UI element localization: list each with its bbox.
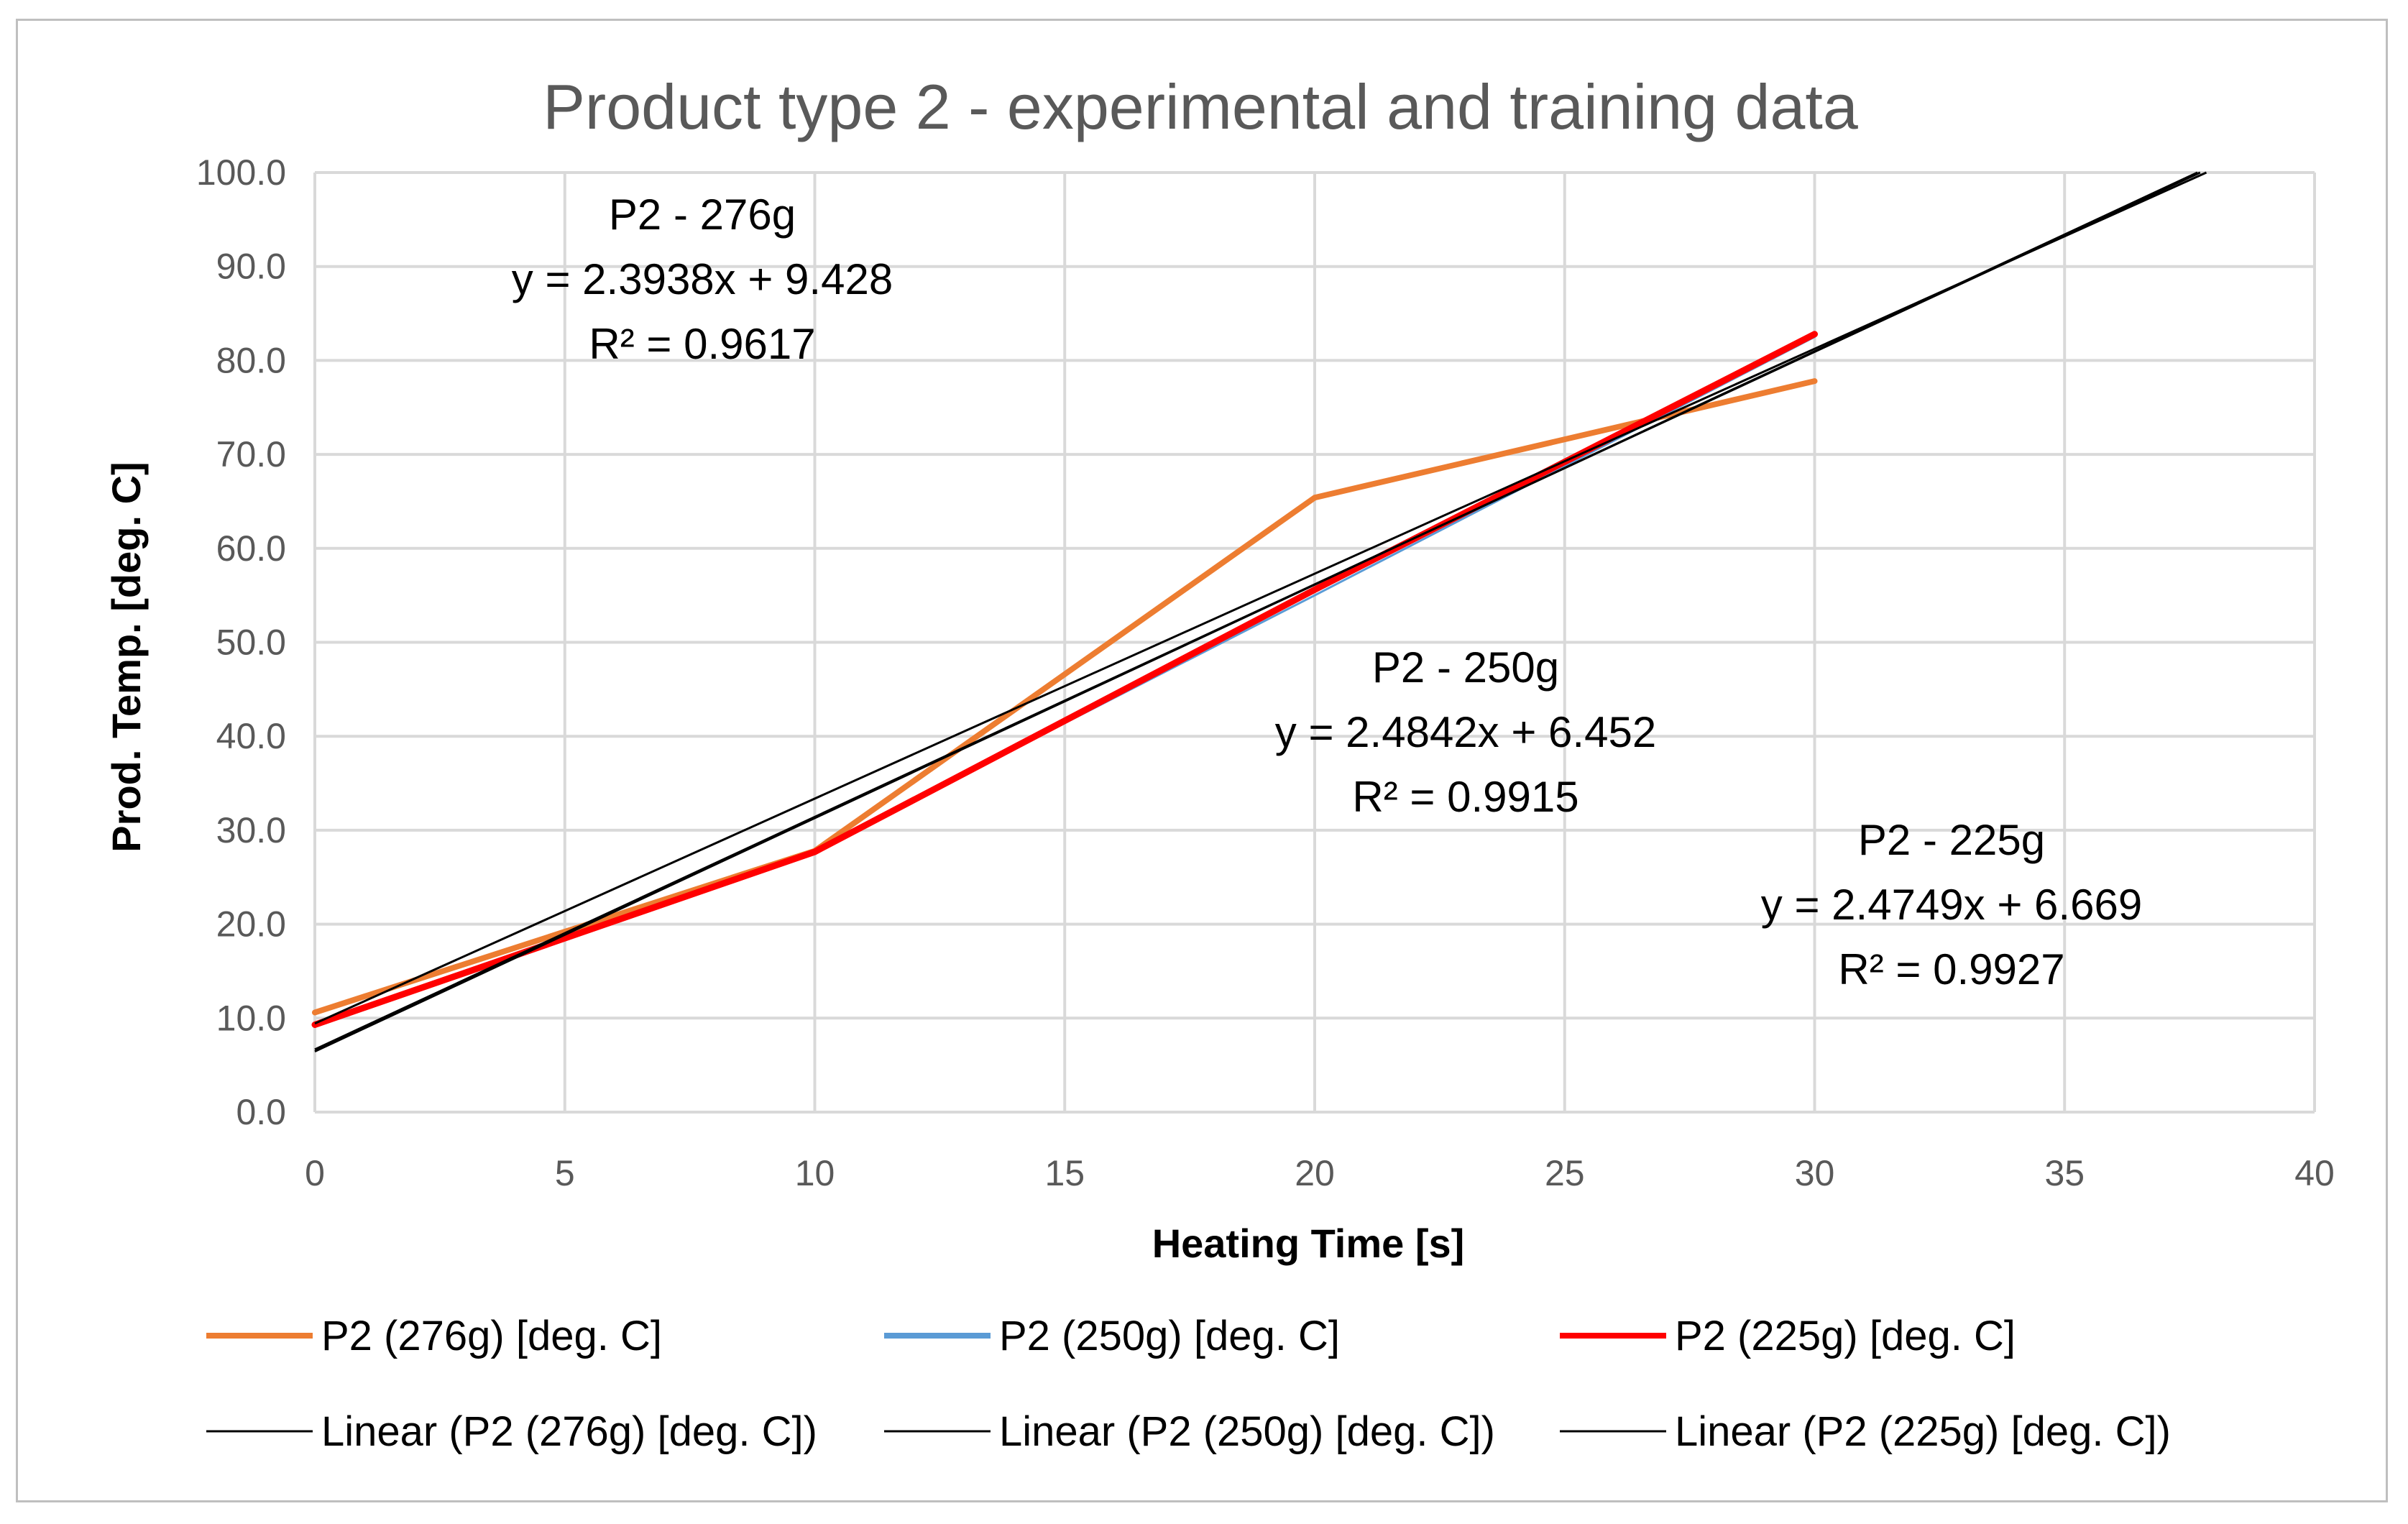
y-tick-label: 50.0 [216,623,286,663]
legend-item-linear-250g[interactable]: Linear (P2 (250g) [deg. C]) [884,1408,1495,1455]
trendlines [314,171,2207,1053]
y-tick-label: 20.0 [216,904,286,945]
y-tick-label: 100.0 [196,152,286,193]
annotation-label: P2 - 250g [1372,643,1559,692]
legend-item-p2-250g[interactable]: P2 (250g) [deg. C] [884,1313,1340,1359]
annotation-equation: y = 2.3938x + 9.428 [512,255,893,303]
y-tick-label: 30.0 [216,810,286,850]
x-tick-label: 35 [2044,1153,2085,1193]
annotation-equation: y = 2.4749x + 6.669 [1761,881,2142,929]
chart-svg: Product type 2 - experimental and traini… [104,71,2335,1455]
annotation-equation: y = 2.4842x + 6.452 [1275,708,1656,756]
x-axis-title: Heating Time [s] [1152,1221,1465,1266]
y-tick-label: 70.0 [216,434,286,474]
annotation-label: P2 - 225g [1858,816,2045,864]
legend-item-linear-276g[interactable]: Linear (P2 (276g) [deg. C]) [206,1408,817,1455]
annotation-225g: P2 - 225g y = 2.4749x + 6.669 R² = 0.992… [1761,816,2142,993]
x-tick-label: 15 [1044,1153,1085,1193]
annotation-r2: R² = 0.9617 [589,320,815,368]
legend-item-linear-225g[interactable]: Linear (P2 (225g) [deg. C]) [1560,1408,2171,1455]
legend-label: P2 (225g) [deg. C] [1675,1313,2016,1359]
legend-label: P2 (276g) [deg. C] [321,1313,662,1359]
legend-label: Linear (P2 (225g) [deg. C]) [1675,1408,2171,1455]
y-tick-label: 40.0 [216,716,286,756]
y-tick-label: 80.0 [216,340,286,380]
legend-item-p2-276g[interactable]: P2 (276g) [deg. C] [206,1313,662,1359]
x-tick-label: 25 [1545,1153,1585,1193]
chart-frame: Product type 2 - experimental and traini… [16,19,2388,1502]
annotation-r2: R² = 0.9927 [1838,945,2064,993]
legend: P2 (276g) [deg. C] P2 (250g) [deg. C] P2… [206,1313,2171,1455]
legend-label: Linear (P2 (276g) [deg. C]) [321,1408,817,1455]
chart-title: Product type 2 - experimental and traini… [543,71,1858,142]
y-tick-labels: 0.0 10.0 20.0 30.0 40.0 50.0 60.0 70.0 80.0 90.0 1… [196,152,286,1132]
x-tick-label: 5 [555,1153,575,1193]
x-tick-label: 30 [1795,1153,1835,1193]
y-axis-title: Prod. Temp. [deg. C] [104,462,149,852]
trendline [314,171,2201,1051]
y-tick-label: 60.0 [216,528,286,569]
x-tick-label: 10 [795,1153,835,1193]
annotation-250g: P2 - 250g y = 2.4842x + 6.452 R² = 0.991… [1275,643,1656,821]
x-tick-label: 0 [305,1153,325,1193]
series-line [312,378,1818,1016]
legend-label: P2 (250g) [deg. C] [999,1313,1340,1359]
annotation-276g: P2 - 276g y = 2.3938x + 9.428 R² = 0.961… [512,190,893,368]
annotation-label: P2 - 276g [609,190,796,239]
legend-item-p2-225g[interactable]: P2 (225g) [deg. C] [1560,1313,2016,1359]
x-tick-labels: 0 5 10 15 20 25 30 35 40 [305,1153,2335,1193]
legend-label: Linear (P2 (250g) [deg. C]) [999,1408,1495,1455]
y-tick-label: 10.0 [216,998,286,1038]
gridlines [313,171,2316,1114]
x-tick-label: 20 [1295,1153,1335,1193]
y-tick-label: 0.0 [236,1092,286,1132]
y-tick-label: 90.0 [216,247,286,287]
x-tick-label: 40 [2294,1153,2335,1193]
annotation-r2: R² = 0.9915 [1352,773,1578,821]
